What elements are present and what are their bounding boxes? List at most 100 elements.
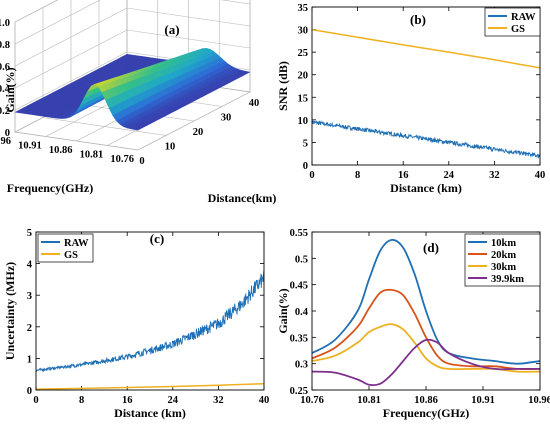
series-line-gs — [36, 382, 264, 390]
x-axis-label: Frequency(GHz) — [383, 406, 469, 420]
panel-label: (d) — [423, 240, 439, 255]
y-axis-label: Uncertainty (MHz) — [3, 262, 17, 360]
y-tick-label: 35 — [298, 3, 309, 14]
distance-tick-label: 40 — [249, 98, 260, 109]
x-tick-label: 32 — [213, 395, 224, 406]
legend-label-10km: 10km — [491, 238, 516, 249]
x-tick-label: 10.91 — [471, 395, 495, 406]
distance-tick-label: 30 — [221, 113, 232, 124]
frequency-tick-label: 10.91 — [18, 141, 42, 152]
y-tick-label: 10 — [298, 116, 309, 127]
y-tick-label: 5 — [303, 138, 308, 149]
y-tick-label: 0.5 — [295, 254, 308, 265]
x-tick-label: 24 — [444, 170, 455, 181]
x-tick-label: 40 — [259, 395, 270, 406]
panel-label: (c) — [150, 231, 164, 246]
y-tick-label: 0.55 — [290, 228, 308, 239]
legend-label-gs: GS — [511, 24, 525, 35]
legend-label-raw: RAW — [511, 12, 536, 23]
legend-box — [484, 7, 541, 37]
series-group — [312, 238, 540, 387]
frequency-axis-label: Frequency(GHz) — [7, 181, 93, 195]
z-tick-label: 0.8 — [0, 40, 10, 51]
x-tick-label: 10.86 — [414, 395, 438, 406]
distance-tick-label: 20 — [193, 127, 204, 138]
y-tick-label: 1 — [27, 354, 32, 365]
frequency-tick-label: 10.76 — [110, 154, 134, 165]
z-tick-label: 1.0 — [0, 18, 10, 29]
y-tick-label: 4 — [27, 260, 33, 271]
series-group — [312, 28, 540, 159]
plot-frame — [311, 231, 541, 391]
legend-label-39.9km: 39.9km — [491, 274, 524, 285]
legend-label-30km: 30km — [491, 262, 516, 273]
y-tick-label: 0.45 — [290, 281, 308, 292]
plot-frame — [311, 6, 541, 166]
y-tick-label: 30 — [298, 26, 309, 37]
x-tick-label: 8 — [355, 170, 360, 181]
surface-facet — [133, 127, 143, 131]
plot-frame — [35, 231, 265, 391]
x-tick-label: 8 — [79, 395, 84, 406]
y-tick-label: 5 — [27, 228, 32, 239]
series-line-20km — [312, 288, 540, 371]
panel-b-snr-chart: 0 8 16 24 32 40 0 5 10 15 20 25 30 35 Distance (km) SNR… — [276, 3, 545, 195]
distance-axis-label: Distance(km) — [208, 191, 277, 205]
z-tick-label: 0.6 — [0, 62, 10, 73]
x-tick-label: 32 — [489, 170, 500, 181]
z-axis-label: Gain(%) — [3, 67, 17, 112]
x-tick-label: 10.76 — [300, 395, 324, 406]
y-tick-label: 0.4 — [295, 307, 309, 318]
panel-c-uncertainty-chart: 0 8 16 24 32 40 0 1 2 3 4 5 Distance (km) Uncertainty… — [3, 228, 269, 420]
legend-label-raw: RAW — [64, 238, 89, 249]
gain-surface — [14, 48, 251, 131]
x-axis-label: Distance (km) — [114, 406, 186, 420]
series-line-39.9km — [312, 338, 540, 387]
legend-label-20km: 20km — [491, 250, 516, 261]
frequency-tick-label: 10.81 — [80, 150, 104, 161]
y-tick-label: 15 — [298, 93, 309, 104]
y-tick-label: 20 — [298, 71, 309, 82]
distance-tick-label: 10 — [165, 142, 176, 153]
y-tick-label: 0 — [303, 161, 308, 172]
z-tick-label: 0.4 — [0, 84, 11, 95]
x-tick-label: 40 — [535, 170, 546, 181]
x-tick-label: 10.96 — [528, 395, 550, 406]
series-line-gs — [312, 28, 540, 69]
frequency-tick-label: 10.86 — [49, 145, 73, 156]
y-tick-label: 25 — [298, 48, 309, 59]
z-grid-line — [14, 0, 251, 45]
z-tick-label: 0 — [5, 128, 10, 139]
y-axis-label: Gain(%) — [276, 288, 290, 333]
y-tick-label: 0.35 — [290, 333, 308, 344]
x-tick-label: 10.81 — [357, 395, 381, 406]
x-tick-label: 24 — [168, 395, 179, 406]
series-line-raw — [312, 119, 540, 159]
y-tick-label: 3 — [27, 291, 32, 302]
z-grid-line — [14, 0, 59, 23]
series-group — [36, 269, 264, 390]
legend-box — [37, 233, 94, 263]
series-line-raw — [36, 269, 264, 373]
panel-label: (b) — [410, 12, 426, 27]
panel-d-gain-chart: 10.76 10.81 10.86 10.91 10.96 0.25 0.3 0.35 0.4 0… — [276, 228, 550, 420]
z-tick-label: 0.2 — [0, 106, 10, 117]
panel-label: (a) — [164, 22, 179, 37]
x-tick-label: 16 — [398, 170, 409, 181]
x-tick-label: 16 — [122, 395, 133, 406]
panel-a-surface-chart: 0 0.2 0.4 0.6 0.8 1.0 10.96 10.91 10.86 10.81 10.7… — [0, 0, 276, 205]
frequency-grid-line — [137, 0, 251, 151]
y-tick-label: 2 — [27, 323, 32, 334]
distance-tick-label: 0 — [139, 156, 144, 167]
y-tick-label: 0 — [27, 386, 32, 397]
x-tick-label: 0 — [33, 395, 38, 406]
y-axis-label: SNR (dB) — [276, 61, 290, 111]
legend-label-gs: GS — [64, 250, 78, 261]
frequency-tick-label: 10.96 — [0, 136, 11, 147]
series-line-10km — [312, 238, 540, 365]
y-tick-label: 0.3 — [295, 360, 308, 371]
y-tick-label: 0.25 — [290, 386, 308, 397]
x-tick-label: 0 — [309, 170, 314, 181]
x-axis-label: Distance (km) — [390, 181, 462, 195]
